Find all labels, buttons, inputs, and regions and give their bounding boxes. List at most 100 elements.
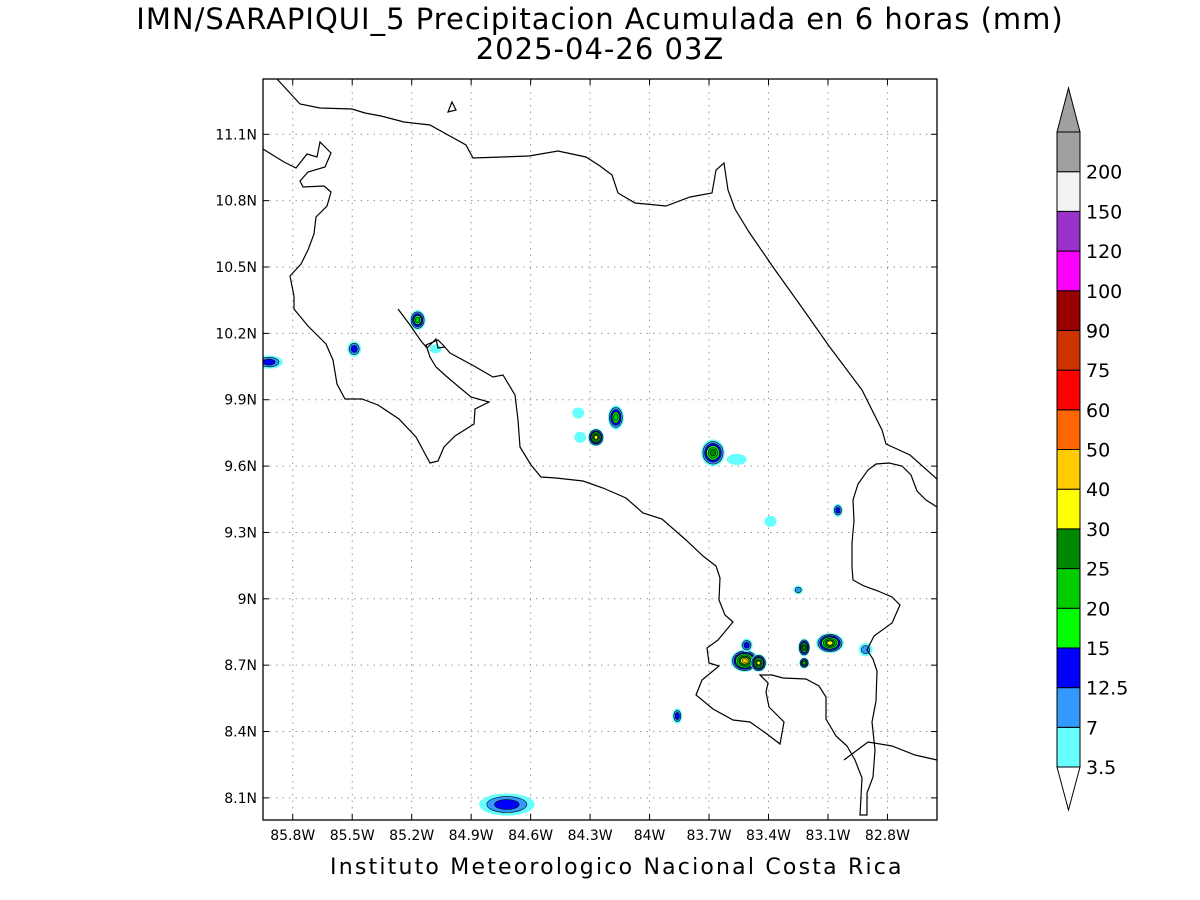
colorbar-label: 200: [1086, 162, 1122, 184]
lon-tick-label: 83.1W: [805, 828, 850, 844]
colorbar-label: 7: [1086, 717, 1098, 739]
colorbar-swatch-25: [1056, 528, 1081, 570]
colorbar-label: 12.5: [1086, 678, 1128, 700]
precip-cell: [816, 633, 844, 653]
colorbar-swatch-150: [1056, 171, 1081, 212]
map-subtitle-datetime: 2025-04-26 03Z: [475, 32, 725, 66]
precip-contour-20: [415, 316, 421, 324]
precip-contour-30: [756, 660, 761, 666]
colorbar-swatch-15: [1056, 607, 1081, 649]
precip-contour-12.5: [674, 712, 680, 720]
precip-contour-25: [802, 645, 806, 650]
precip-cell: [572, 407, 585, 419]
lon-tick-label: 84.6W: [508, 828, 553, 844]
lon-tick-label: 83.4W: [746, 828, 791, 844]
precip-contour-3.5: [726, 453, 747, 465]
lon-tick-label: 84.3W: [568, 828, 613, 844]
colorbar-swatch-100: [1056, 250, 1081, 292]
lon-tick-label: 85.8W: [270, 828, 315, 844]
precip-cell: [750, 654, 767, 672]
precip-contour-30: [594, 435, 599, 440]
colorbar-swatch-90: [1056, 290, 1081, 331]
precip-contour-3.5: [764, 515, 777, 527]
lat-tick-label: 8.4N: [224, 725, 257, 741]
precip-contour-12.5: [835, 507, 841, 514]
lat-tick-label: 8.1N: [224, 791, 257, 807]
lat-tick-label: 10.2N: [215, 326, 257, 342]
precip-cell: [263, 355, 283, 369]
colorbar-swatch-60: [1056, 369, 1081, 411]
map-title: IMN/SARAPIQUI_5 Precipitacion Acumulada …: [136, 2, 1064, 36]
precip-cell: [740, 638, 753, 652]
precip-contour-40: [741, 658, 748, 664]
colorbar-swatch-75: [1056, 329, 1081, 371]
longitude-tick-labels: 85.8W 85.5W 85.2W 84.9W 84.6W 84.3W 84W 83.7W 83…: [270, 828, 910, 844]
island: [447, 100, 457, 113]
colorbar-label: 120: [1086, 241, 1122, 263]
colorbar-swatch-50: [1056, 409, 1081, 450]
coastline-main: [276, 79, 937, 480]
precip-contour-25: [709, 449, 717, 457]
lon-tick-label: 84W: [634, 828, 666, 844]
precip-cell: [793, 585, 804, 595]
precip-contour-3.5: [574, 431, 587, 443]
precip-cell: [429, 344, 442, 354]
lon-tick-label: 85.5W: [330, 828, 375, 844]
coastline: [263, 79, 937, 816]
footer-credit: Instituto Meteorologico Nacional Costa R…: [330, 855, 904, 880]
lon-tick-label: 85.2W: [389, 828, 434, 844]
lon-tick-label: 84.9W: [449, 828, 494, 844]
latitude-tick-labels: 11.1N 10.8N 10.5N 10.2N 9.9N 9.6N 9.3N 9N 8.7N 8.…: [215, 127, 257, 807]
precip-contour-12.5: [743, 642, 750, 649]
precip-contour-30: [826, 640, 834, 646]
colorbar-swatch-12.5: [1056, 647, 1081, 689]
colorbar-swatch-120: [1056, 210, 1081, 252]
colorbar-swatch-200: [1056, 131, 1081, 173]
precip-cell: [701, 439, 725, 467]
colorbar-label: 75: [1086, 360, 1110, 382]
colorbar-swatch-3.5: [1056, 726, 1081, 768]
precip-contour-3.5: [429, 344, 442, 354]
precip-cell: [726, 453, 747, 465]
lat-tick-label: 10.8N: [215, 194, 257, 210]
colorbar-label: 25: [1086, 559, 1110, 581]
precip-cell: [409, 310, 426, 331]
coastline-pacific: [263, 140, 937, 816]
colorbar-label: 3.5: [1086, 757, 1116, 779]
coastline-panama: [843, 741, 937, 761]
colorbar-label: 90: [1086, 320, 1110, 342]
precip-cells: [263, 310, 873, 816]
colorbar-bottom-arrow: [1056, 766, 1081, 812]
colorbar-top-arrow: [1056, 86, 1081, 133]
precip-contour-7: [794, 586, 802, 593]
grid-lines: [263, 79, 937, 820]
lat-tick-label: 9.3N: [224, 525, 257, 541]
colorbar-label: 60: [1086, 400, 1110, 422]
colorbar-label: 40: [1086, 479, 1110, 501]
precip-contour-12.5: [263, 358, 276, 366]
lon-tick-label: 82.8W: [865, 828, 910, 844]
lat-tick-label: 8.7N: [224, 658, 257, 674]
precip-cell: [588, 428, 604, 447]
lat-tick-label: 9.6N: [224, 459, 257, 475]
lat-tick-label: 10.5N: [215, 260, 257, 276]
precip-cell: [347, 341, 362, 357]
map-frame: [262, 78, 938, 821]
colorbar-label: 20: [1086, 598, 1110, 620]
lon-tick-label: 83.7W: [687, 828, 732, 844]
precip-contour-20: [802, 661, 806, 665]
colorbar-swatch-30: [1056, 488, 1081, 530]
precip-cell: [832, 503, 843, 517]
precip-cell: [798, 638, 811, 657]
precip-contour-3.5: [572, 407, 585, 419]
precip-cell: [479, 793, 535, 816]
colorbar-label: 50: [1086, 440, 1110, 462]
precip-cell: [574, 431, 587, 443]
colorbar-label: 100: [1086, 281, 1122, 303]
colorbar-label: 150: [1086, 201, 1122, 223]
colorbar-swatch-7: [1056, 687, 1081, 728]
colorbar-label: 15: [1086, 638, 1110, 660]
coastline-inlet: [397, 308, 446, 349]
lat-tick-label: 11.1N: [215, 127, 257, 143]
